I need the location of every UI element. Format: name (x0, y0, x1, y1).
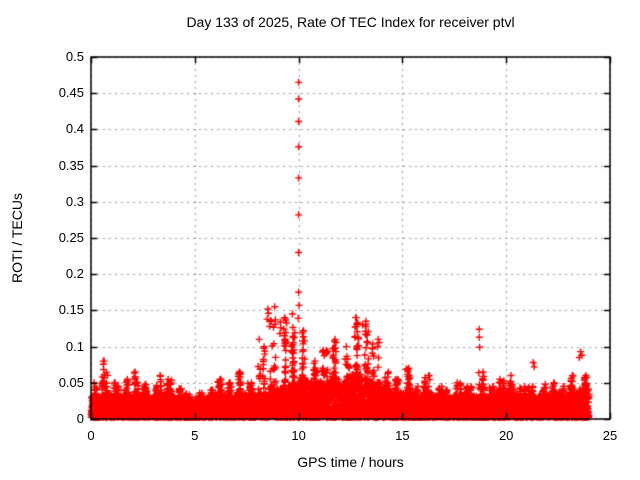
y-tick-label: 0.45 (58, 85, 84, 101)
y-tick-label: 0.05 (58, 374, 84, 390)
y-tick-label: 0.3 (65, 193, 84, 209)
y-tick-label: 0.25 (58, 230, 84, 245)
y-tick-label: 0.15 (58, 302, 84, 318)
y-tick-label: 0.1 (65, 338, 84, 354)
y-tick-label: 0 (76, 411, 84, 426)
x-tick-label: 20 (498, 428, 514, 443)
chart-title: Day 133 of 2025, Rate Of TEC Index for r… (186, 14, 515, 30)
x-tick-label: 0 (87, 428, 95, 443)
x-tick-label: 15 (395, 428, 410, 443)
y-tick-label: 0.5 (65, 49, 84, 64)
x-tick-label: 5 (191, 428, 199, 443)
x-tick-label: 25 (602, 428, 618, 443)
y-tick-label: 0.35 (58, 157, 84, 173)
y-tick-label: 0.2 (65, 266, 84, 282)
y-tick-label: 0.4 (65, 121, 84, 137)
x-tick-label: 10 (291, 428, 306, 443)
x-axis-label: GPS time / hours (297, 454, 404, 470)
